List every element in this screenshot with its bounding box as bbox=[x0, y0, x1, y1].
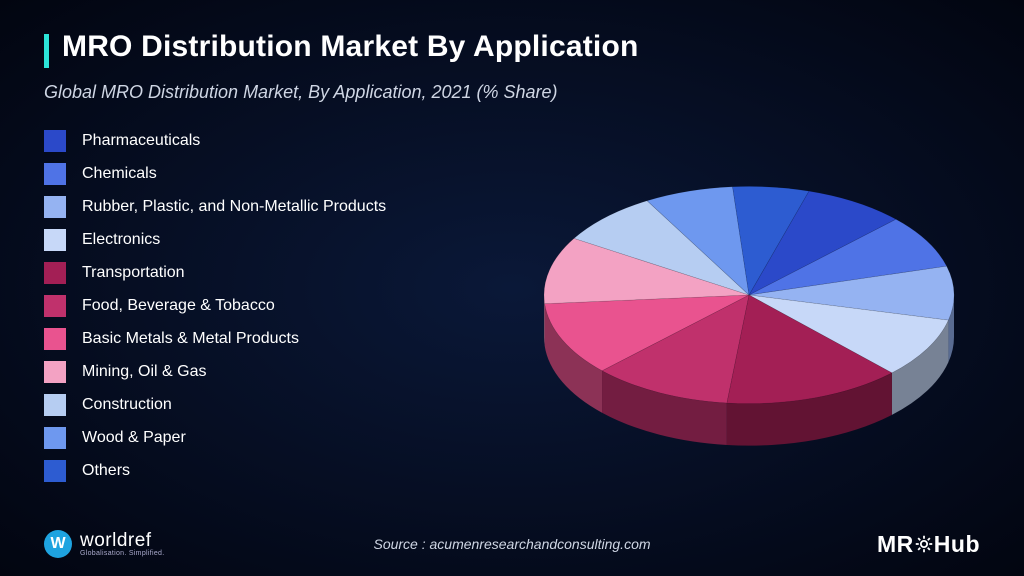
page-subtitle: Global MRO Distribution Market, By Appli… bbox=[44, 82, 558, 103]
legend-item: Mining, Oil & Gas bbox=[44, 361, 386, 383]
brand-left-logo: W worldref Globalisation. Simplified. bbox=[44, 530, 164, 558]
legend-label: Construction bbox=[82, 396, 172, 414]
legend-item: Construction bbox=[44, 394, 386, 416]
legend-swatch bbox=[44, 262, 66, 284]
legend-swatch bbox=[44, 361, 66, 383]
legend-label: Others bbox=[82, 462, 130, 480]
legend-swatch bbox=[44, 229, 66, 251]
legend-swatch bbox=[44, 130, 66, 152]
legend-item: Transportation bbox=[44, 262, 386, 284]
legend-item: Food, Beverage & Tobacco bbox=[44, 295, 386, 317]
pie-chart bbox=[514, 150, 984, 470]
legend-item: Electronics bbox=[44, 229, 386, 251]
footer: W worldref Globalisation. Simplified. So… bbox=[0, 530, 1024, 558]
legend-item: Others bbox=[44, 460, 386, 482]
brand-right-pre: MR bbox=[877, 531, 914, 558]
page-title: MRO Distribution Market By Application bbox=[62, 30, 639, 64]
legend-swatch bbox=[44, 394, 66, 416]
legend-item: Pharmaceuticals bbox=[44, 130, 386, 152]
brand-left-icon: W bbox=[44, 530, 72, 558]
legend-label: Basic Metals & Metal Products bbox=[82, 330, 299, 348]
legend-label: Electronics bbox=[82, 231, 160, 249]
legend-swatch bbox=[44, 196, 66, 218]
legend-swatch bbox=[44, 328, 66, 350]
source-text: Source : acumenresearchandconsulting.com bbox=[373, 536, 650, 552]
legend-item: Chemicals bbox=[44, 163, 386, 185]
legend: Pharmaceuticals Chemicals Rubber, Plastic,… bbox=[44, 130, 386, 482]
legend-label: Rubber, Plastic, and Non-Metallic Produc… bbox=[82, 198, 386, 216]
legend-label: Pharmaceuticals bbox=[82, 132, 200, 150]
legend-swatch bbox=[44, 295, 66, 317]
legend-item: Basic Metals & Metal Products bbox=[44, 328, 386, 350]
legend-label: Food, Beverage & Tobacco bbox=[82, 297, 275, 315]
brand-right-logo: MR Hub bbox=[877, 531, 980, 558]
brand-left-name: worldref bbox=[80, 531, 164, 550]
legend-label: Transportation bbox=[82, 264, 185, 282]
legend-item: Wood & Paper bbox=[44, 427, 386, 449]
accent-bar bbox=[44, 34, 49, 68]
legend-label: Mining, Oil & Gas bbox=[82, 363, 206, 381]
legend-label: Chemicals bbox=[82, 165, 157, 183]
gear-icon bbox=[915, 535, 933, 553]
legend-swatch bbox=[44, 163, 66, 185]
legend-swatch bbox=[44, 460, 66, 482]
brand-left-tagline: Globalisation. Simplified. bbox=[80, 550, 164, 557]
legend-label: Wood & Paper bbox=[82, 429, 186, 447]
legend-swatch bbox=[44, 427, 66, 449]
brand-right-post: Hub bbox=[934, 531, 980, 558]
legend-item: Rubber, Plastic, and Non-Metallic Produc… bbox=[44, 196, 386, 218]
